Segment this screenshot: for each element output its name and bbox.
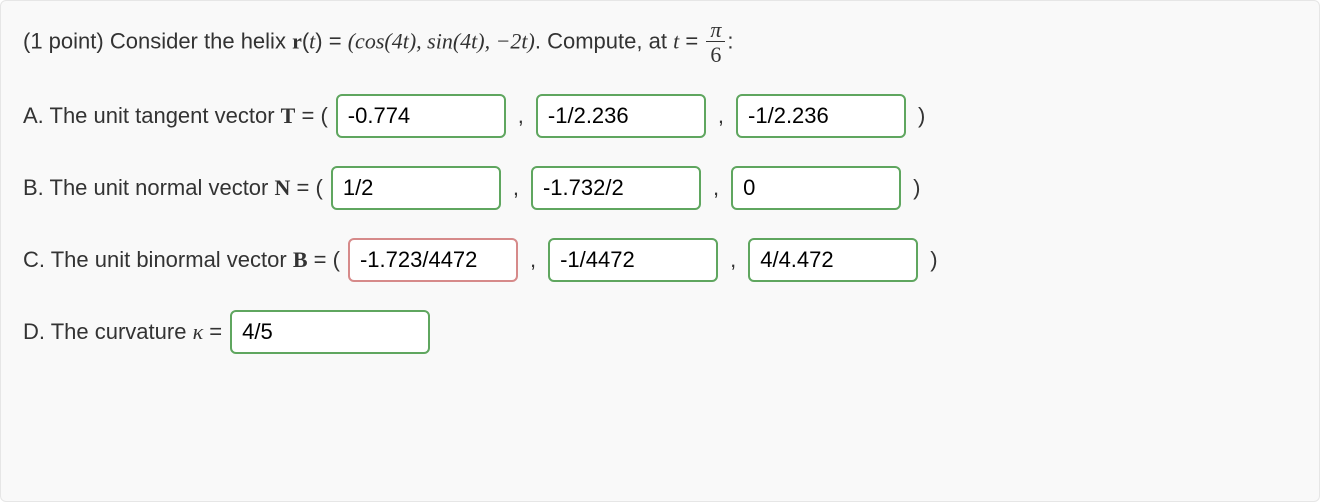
close-paren: ) [909, 175, 924, 201]
func-def: (cos(4t), sin(4t), −2t) [348, 28, 535, 53]
t-value-fraction: π 6 [706, 19, 725, 66]
part-c-input-1[interactable] [348, 238, 518, 282]
problem-panel: (1 point) Consider the helix r(t) = (cos… [0, 0, 1320, 502]
func-name: r [292, 28, 302, 53]
part-c-label: C. The unit binormal vector B = ( [23, 247, 340, 273]
part-c-input-2[interactable] [548, 238, 718, 282]
lead-text: Consider the helix [110, 28, 286, 53]
part-a-input-3[interactable] [736, 94, 906, 138]
close-paren: ) [926, 247, 941, 273]
part-b-label: B. The unit normal vector N = ( [23, 175, 323, 201]
part-b-row: B. The unit normal vector N = ( , , ) [23, 166, 1297, 210]
close-paren: ) [914, 103, 929, 129]
equals2: = [685, 28, 698, 53]
part-a-row: A. The unit tangent vector T = ( , , ) [23, 94, 1297, 138]
frac-den: 6 [706, 41, 725, 66]
comma: , [709, 175, 723, 201]
frac-num: π [706, 19, 725, 41]
equals: = [329, 28, 342, 53]
func-arg: t [309, 28, 315, 53]
part-d-input-1[interactable] [230, 310, 430, 354]
part-b-input-3[interactable] [731, 166, 901, 210]
comma: , [714, 103, 728, 129]
part-c-row: C. The unit binormal vector B = ( , , ) [23, 238, 1297, 282]
part-a-label: A. The unit tangent vector T = ( [23, 103, 328, 129]
comma: , [526, 247, 540, 273]
comma: , [509, 175, 523, 201]
compute-text: Compute, at [547, 28, 667, 53]
comma: , [726, 247, 740, 273]
part-a-input-1[interactable] [336, 94, 506, 138]
t-var: t [673, 28, 679, 53]
part-b-input-2[interactable] [531, 166, 701, 210]
part-c-input-3[interactable] [748, 238, 918, 282]
part-b-input-1[interactable] [331, 166, 501, 210]
question-text: (1 point) Consider the helix r(t) = (cos… [23, 19, 1297, 66]
part-a-input-2[interactable] [536, 94, 706, 138]
points-text: (1 point) [23, 28, 104, 53]
part-d-label: D. The curvature κ = [23, 319, 222, 345]
part-d-row: D. The curvature κ = [23, 310, 1297, 354]
comma: , [514, 103, 528, 129]
